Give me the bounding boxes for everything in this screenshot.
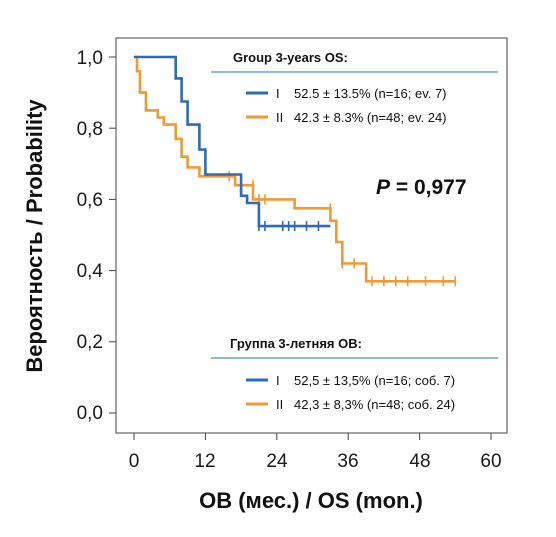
x-tick-label: 0: [129, 451, 140, 472]
legend-ru-text-ii: 42,3 ± 8,3% (n=48; соб. 24): [294, 397, 455, 412]
p-value: P = 0,977: [376, 176, 467, 199]
y-tick-label: 0,6: [77, 190, 103, 211]
plot-area-frame: [115, 37, 508, 434]
x-tick-label: 24: [266, 451, 288, 472]
series-layer: [134, 55, 457, 287]
legend-ru-heading: Группа 3-летняя ОВ:: [230, 336, 362, 351]
y-tick-label: 0,0: [77, 403, 103, 424]
series-line-group-ii: [134, 55, 456, 283]
legend-en-heading: Group 3-years OS:: [233, 50, 348, 65]
x-tick-label: 12: [194, 451, 215, 472]
y-axis-title: Вероятность / Probability: [22, 99, 47, 373]
legend-en-text-i: 52.5 ± 13.5% (n=16; ev. 7): [294, 86, 447, 101]
x-tick-label: 48: [409, 451, 430, 472]
x-axis-title: ОВ (мес.) / OS (mon.): [199, 488, 423, 513]
legend-ru-text-i: 52,5 ± 13,5% (n=16; соб. 7): [294, 373, 455, 388]
p-value-label: P: [376, 176, 391, 199]
legend-en-group-i: I: [276, 86, 280, 101]
tick-marks: [109, 56, 492, 440]
x-tick-label: 60: [480, 451, 501, 472]
x-tick-label: 36: [337, 451, 358, 472]
legend-en-text-ii: 42.3 ± 8.3% (n=48; ev. 24): [294, 110, 447, 125]
legend-ru-group-i: I: [276, 373, 280, 388]
series-line-group-i: [134, 55, 331, 228]
p-value-text: = 0,977: [390, 176, 466, 199]
legend-en-group-ii: II: [276, 110, 283, 125]
legend-ru-group-ii: II: [276, 397, 283, 412]
y-tick-label: 0,8: [77, 119, 103, 140]
y-tick-label: 1,0: [77, 48, 103, 69]
y-tick-label: 0,2: [77, 332, 103, 353]
y-tick-label: 0,4: [77, 261, 104, 282]
